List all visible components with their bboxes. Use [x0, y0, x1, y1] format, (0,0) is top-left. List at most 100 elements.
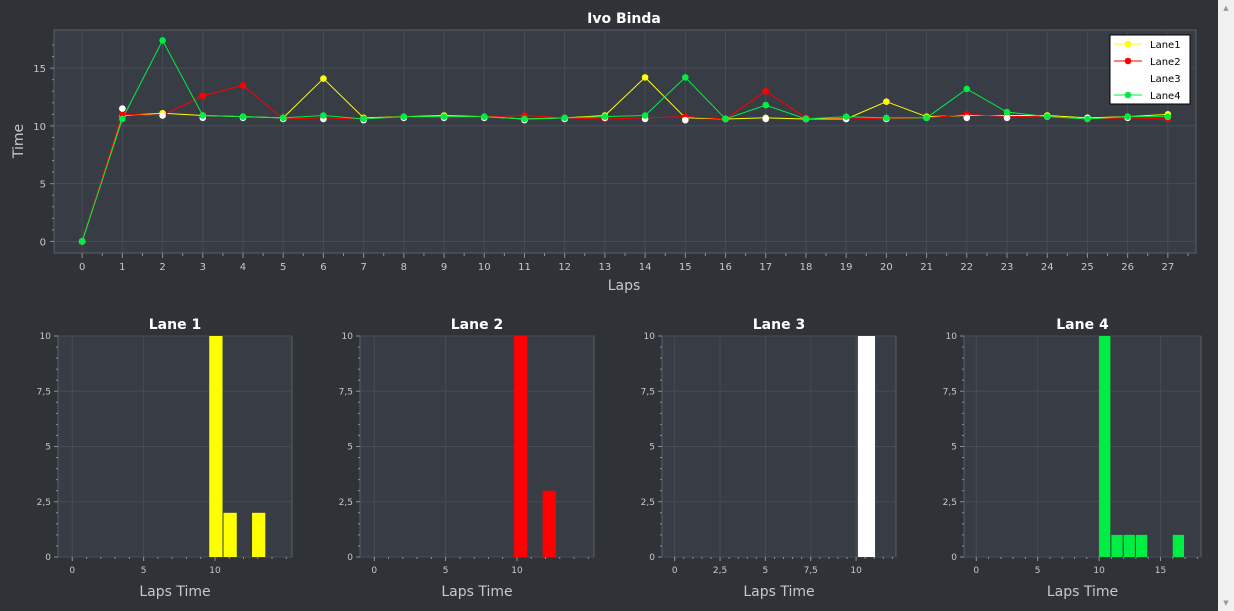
series-lane2-point [762, 87, 770, 95]
vertical-scrollbar[interactable]: ▲ ▼ [1218, 0, 1234, 611]
x-tick-label: 15 [679, 262, 692, 273]
x-tick-label: 27 [1161, 262, 1174, 273]
series-lane4-point [1124, 113, 1131, 120]
y-tick-label: 10 [644, 332, 656, 342]
lane-3-histogram: Lane 3 0 2,5 5 7,5 10 0 2,5 5 7,5 10 Laps Time [641, 317, 897, 600]
x-tick-label: 20 [880, 262, 893, 273]
x-tick-label: 0 [69, 566, 75, 576]
series-lane4-point [762, 101, 770, 109]
y-tick-label: 2,5 [339, 498, 353, 508]
histogram-title: Lane 3 [753, 317, 805, 333]
lane-4-histogram: Lane 4 0 2,5 5 7,5 10 0 5 10 15 Laps Time [943, 317, 1202, 600]
y-tick-label: 5 [347, 443, 353, 453]
y-tick-label: 5 [45, 443, 51, 453]
scroll-up-arrow-icon[interactable]: ▲ [1223, 4, 1229, 12]
y-tick-label: 5 [40, 180, 46, 191]
x-tick-label: 2 [159, 262, 165, 273]
series-lane4-point [1084, 115, 1091, 123]
histogram-bar [857, 336, 876, 557]
series-lane3-point [159, 112, 166, 119]
y-axis-label: Time [11, 124, 27, 159]
y-tick-label: 0 [951, 553, 957, 563]
histogram-title: Lane 2 [451, 317, 503, 333]
histogram-bar [1172, 534, 1185, 557]
scroll-down-arrow-icon[interactable]: ▼ [1223, 599, 1229, 607]
series-lane4-point [239, 113, 247, 120]
x-axis-label: Laps [608, 278, 641, 294]
series-lane4-point [1043, 113, 1051, 120]
histogram-title: Lane 4 [1056, 317, 1109, 333]
histogram-bar [252, 512, 266, 557]
legend-marker-lane2 [1124, 57, 1132, 65]
x-tick-label: 17 [759, 262, 772, 273]
series-lane4-point [199, 112, 207, 119]
histogram-bar [514, 336, 528, 557]
series-lane4-point [159, 37, 166, 44]
series-lane4-point [521, 115, 528, 123]
histogram-bar [223, 512, 237, 557]
histogram-bar [1123, 534, 1135, 557]
y-tick-label: 10 [40, 332, 52, 342]
x-tick-label: 6 [320, 262, 326, 273]
series-lane4-point [561, 114, 568, 122]
series-lane4-point [883, 114, 890, 122]
x-tick-label: 11 [518, 262, 531, 273]
x-tick-label: 23 [1001, 262, 1014, 273]
y-tick-label: 7,5 [943, 387, 957, 397]
x-tick-label: 10 [850, 566, 862, 576]
x-tick-label: 7,5 [804, 566, 818, 576]
legend-box [1109, 34, 1191, 105]
x-tick-label: 19 [840, 262, 853, 273]
series-lane3-point [963, 114, 971, 122]
lane-2-histogram: Lane 2 0 2,5 5 7,5 10 0 5 10 Laps Time [339, 317, 595, 600]
series-lane1-point [883, 98, 890, 105]
series-lane1-point [641, 74, 649, 81]
x-axis-label: Laps Time [1047, 584, 1118, 600]
series-lane2-point [119, 111, 126, 118]
series-lane4-point [360, 115, 367, 123]
y-tick-label: 15 [33, 64, 46, 75]
histogram-bar [1111, 534, 1123, 557]
series-lane4-point [842, 113, 850, 120]
y-tick-label: 10 [946, 332, 958, 342]
x-tick-label: 15 [1155, 566, 1166, 576]
x-tick-label: 10 [478, 262, 491, 273]
y-tick-label: 10 [342, 332, 354, 342]
x-axis-label: Laps Time [441, 584, 512, 600]
x-tick-label: 13 [599, 262, 612, 273]
series-lane4-point [682, 74, 689, 81]
x-tick-label: 5 [280, 262, 286, 273]
series-lane3-point [762, 115, 770, 123]
lane-1-histogram: Lane 1 0 2,5 5 7,5 10 0 5 10 Laps Time [37, 317, 293, 600]
x-tick-label: 21 [920, 262, 933, 273]
histogram-title: Lane 1 [149, 317, 201, 333]
histogram-bar [1135, 534, 1148, 557]
x-tick-label: 2,5 [713, 566, 727, 576]
series-lane4-point [119, 115, 126, 123]
x-tick-label: 5 [763, 566, 769, 576]
x-tick-label: 25 [1081, 262, 1094, 273]
x-tick-label: 9 [441, 262, 447, 273]
x-tick-label: 8 [401, 262, 407, 273]
series-lane2-line [81, 84, 1168, 242]
x-tick-label: 1 [119, 262, 125, 273]
legend-marker-lane1 [1124, 40, 1132, 48]
y-tick-label: 5 [649, 443, 655, 453]
series-lane2-point [239, 82, 247, 89]
histogram-bar [209, 336, 223, 557]
series-lane4-point [279, 114, 287, 122]
y-tick-label: 7,5 [37, 387, 51, 397]
y-tick-label: 0 [649, 553, 655, 563]
series-lane4-point [641, 112, 649, 119]
legend-marker-lane3 [1124, 74, 1132, 82]
legend-label-lane4: Lane4 [1150, 91, 1181, 102]
x-tick-label: 5 [1035, 566, 1041, 576]
y-tick-label: 0 [45, 553, 51, 563]
x-tick-label: 4 [240, 262, 246, 273]
x-tick-label: 18 [800, 262, 813, 273]
series-lane4-point [722, 115, 729, 123]
chart-title: Ivo Binda [587, 11, 661, 27]
legend-label-lane2: Lane2 [1150, 57, 1181, 68]
